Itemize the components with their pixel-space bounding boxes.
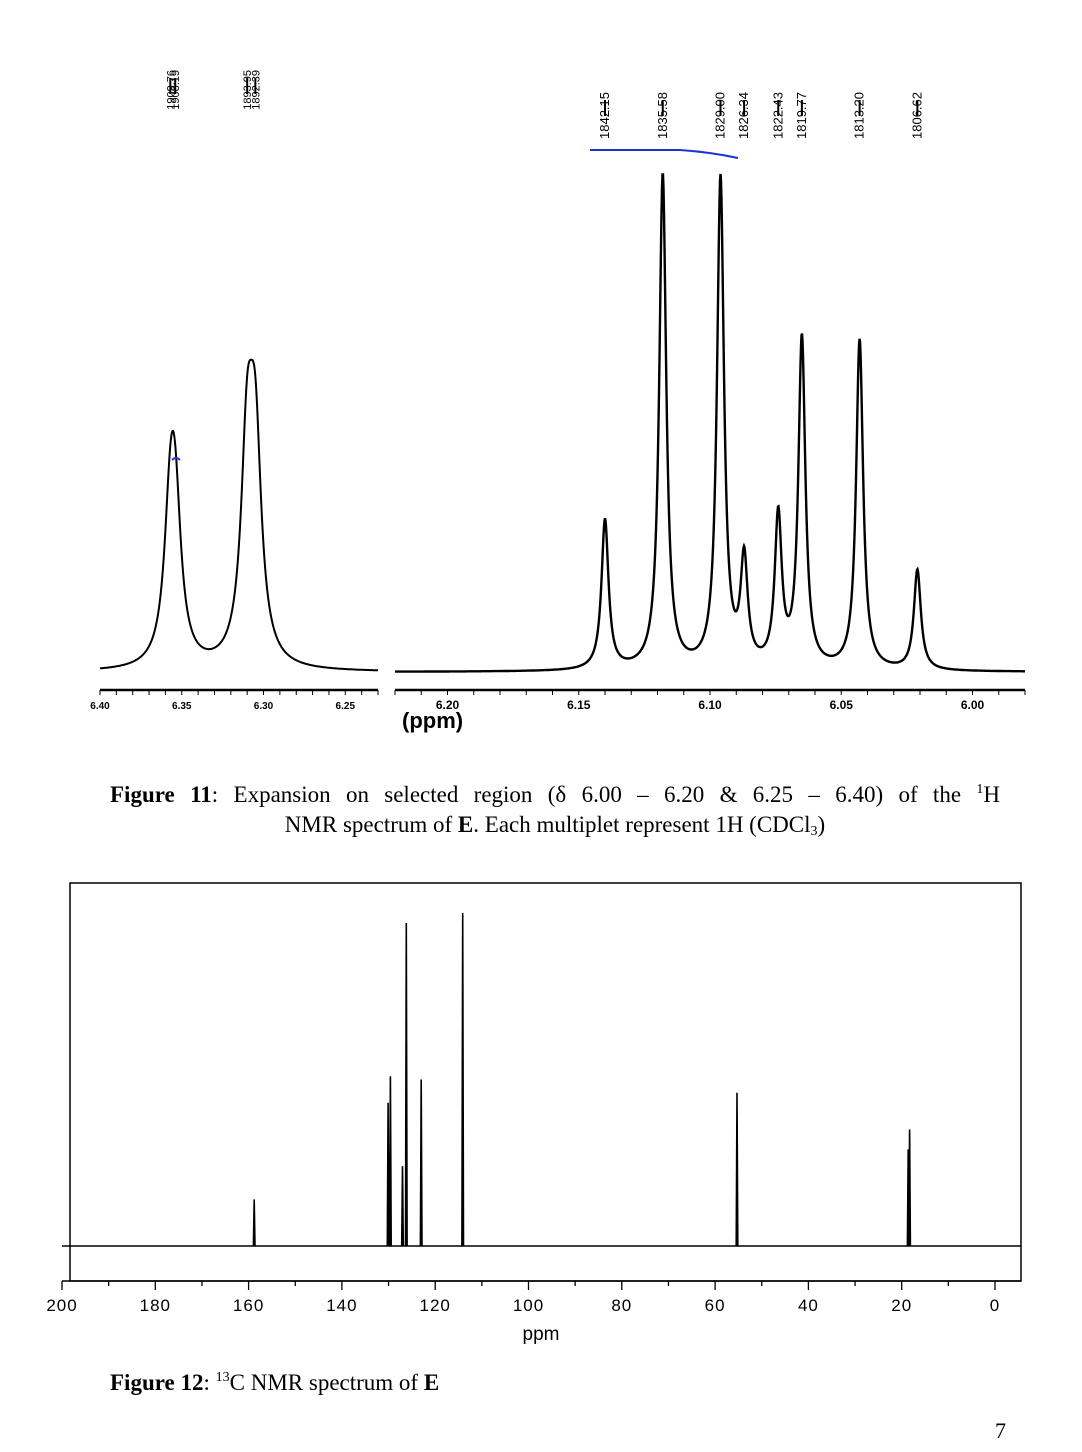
right-panel-ticks: [394, 690, 1026, 695]
x-tick-label: 6.05: [830, 698, 854, 712]
hand-annotation-mark: [171, 457, 181, 461]
x-tick-label: 40: [798, 1296, 819, 1315]
x-tick-label: 20: [891, 1296, 912, 1315]
figure-12-caption: Figure 12: 13C NMR spectrum of E: [110, 1368, 439, 1398]
figure-11-label: Figure 11: [110, 782, 212, 807]
figure-11-caption-text-1: : Expansion on selected region (δ 6.00 –…: [211, 782, 977, 807]
x-tick-label: 140: [326, 1296, 357, 1315]
figure-12-caption-text-1: :: [203, 1370, 216, 1395]
figure-11-caption-text-3: NMR spectrum of: [284, 812, 458, 837]
x-tick-label: 6.15: [567, 698, 591, 712]
c-nmr-plot-frame: [69, 882, 1022, 1282]
h-nmr-axis-label: (ppm): [402, 708, 463, 733]
figure-11-caption-sup: 1: [976, 782, 984, 797]
figure-11-caption-text-5: ): [817, 812, 826, 837]
x-tick-label: 6.00: [961, 698, 985, 712]
x-tick-label: 6.40: [90, 701, 110, 712]
figure-12-caption-text-2: C NMR spectrum of: [229, 1370, 424, 1395]
x-tick-label: 100: [513, 1296, 544, 1315]
x-tick-label: 6.25: [336, 701, 356, 712]
c-nmr-tick-labels: 200 180 160 140 120 100 80 60 40 20 0: [46, 1296, 1000, 1315]
x-tick-label: 180: [140, 1296, 171, 1315]
x-tick-label: 0: [990, 1296, 1000, 1315]
left-panel-tick-labels: 6.40 6.35 6.30 6.25: [90, 701, 355, 712]
x-tick-label: 200: [46, 1296, 77, 1315]
page-number: 7: [995, 1418, 1006, 1443]
x-tick-label: 60: [705, 1296, 726, 1315]
figure-11-caption-text-4: . Each multiplet represent 1H (CDCl: [473, 812, 811, 837]
right-panel-peak-labels: 1842.151835.581829.001826.341822.431819.…: [597, 92, 924, 139]
right-panel-spectrum-trace: [395, 173, 1025, 673]
left-panel-peak-labels: 1909.761908.191893.951892.39: [165, 70, 262, 110]
figure-11-caption-text-2: H: [983, 782, 1000, 807]
x-tick-label: 80: [611, 1296, 632, 1315]
x-tick-label: 6.20: [436, 698, 460, 712]
x-tick-label: 6.30: [254, 701, 274, 712]
x-tick-label: 120: [420, 1296, 451, 1315]
c-nmr-axis-label: ppm: [523, 1324, 560, 1345]
figure-11-h-nmr-expansion: 6.40 6.35 6.30 6.25 1909.761908.191893.9518…: [90, 70, 1026, 733]
right-panel-tick-labels: 6.20 6.15 6.10 6.05 6.00: [436, 698, 985, 712]
figure-12-caption-sup: 13: [215, 1370, 230, 1385]
left-panel-spectrum-trace: [99, 358, 378, 672]
x-tick-label: 6.10: [698, 698, 722, 712]
figure-12-c-nmr-spectrum: 200 180 160 140 120 100 80 60 40 20 0 ppm: [46, 882, 1022, 1345]
figure-11-compound: E: [457, 812, 474, 837]
hand-annotation-line: [590, 149, 739, 159]
c-nmr-ticks: [61, 1281, 996, 1290]
c-nmr-spectrum-trace: [62, 912, 1021, 1247]
figure-12-compound: E: [423, 1370, 440, 1395]
figure-11-caption-sub: 3: [810, 824, 818, 839]
x-tick-label: 6.35: [172, 701, 192, 712]
figure-12-label: Figure 12: [110, 1370, 204, 1395]
figure-11-caption: Figure 11: Expansion on selected region …: [110, 780, 1000, 840]
left-panel-ticks: [99, 690, 379, 695]
x-tick-label: 160: [233, 1296, 264, 1315]
